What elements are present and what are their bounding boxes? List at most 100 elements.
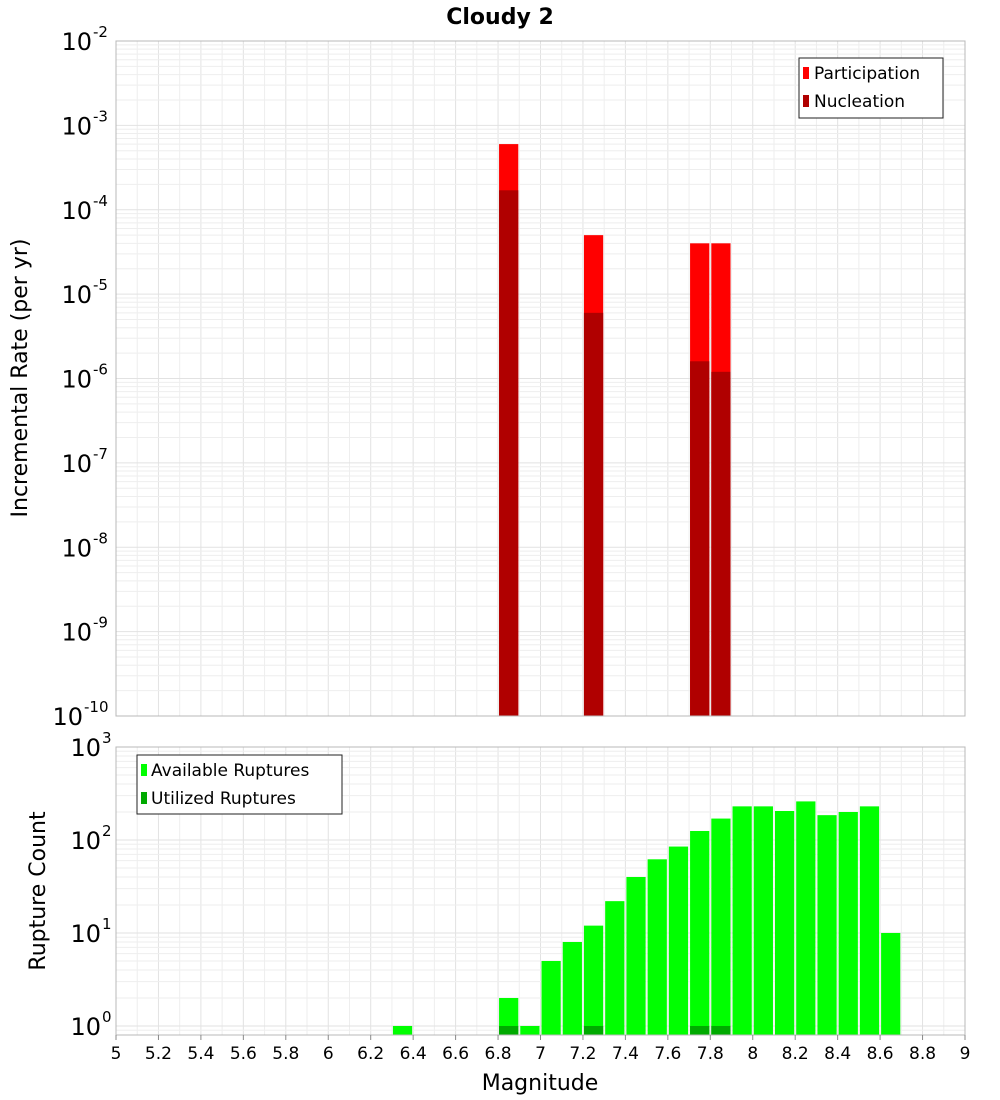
available-ruptures-bar bbox=[859, 806, 880, 1035]
utilized-ruptures-bar bbox=[499, 1025, 519, 1035]
available-ruptures-bar bbox=[626, 877, 646, 1035]
count-y-tick-exponent: 1 bbox=[102, 915, 112, 933]
x-tick-label: 9 bbox=[960, 1044, 971, 1064]
legend-swatch-participation bbox=[803, 67, 809, 79]
count-y-tick: 10 2 bbox=[70, 822, 111, 855]
x-tick-label: 5.4 bbox=[187, 1044, 214, 1064]
rate-y-tick-base: 10 bbox=[61, 619, 92, 647]
rate-y-tick-base: 10 bbox=[61, 28, 92, 56]
count-legend-box bbox=[136, 754, 343, 815]
rate-legend-box bbox=[798, 57, 944, 119]
rate-y-tick: 10 -2 bbox=[61, 23, 108, 56]
count-y-tick-exponent: 3 bbox=[102, 729, 112, 747]
rate-panel-bars bbox=[499, 144, 731, 717]
available-ruptures-bar bbox=[838, 812, 858, 1035]
rate-y-tick-base: 10 bbox=[61, 534, 92, 562]
x-tick-label: 6.2 bbox=[357, 1044, 384, 1064]
x-tick-label: 7.8 bbox=[697, 1044, 724, 1064]
x-tick-label: 7.4 bbox=[612, 1044, 639, 1064]
x-tick-label: 6.8 bbox=[485, 1044, 512, 1064]
rate-y-tick: 10 -6 bbox=[61, 361, 108, 394]
count-panel-bars bbox=[392, 801, 901, 1035]
available-ruptures-bar bbox=[881, 932, 901, 1035]
x-tick-label: 7.6 bbox=[654, 1044, 681, 1064]
available-ruptures-bar bbox=[668, 846, 689, 1035]
x-tick-label: 6.4 bbox=[400, 1044, 427, 1064]
x-tick-label: 7.2 bbox=[569, 1044, 596, 1064]
count-y-tick: 10 1 bbox=[70, 915, 111, 948]
legend-swatch-nucleation bbox=[803, 95, 809, 107]
rate-y-tick: 10 -10 bbox=[52, 698, 108, 731]
available-ruptures-bar bbox=[541, 960, 561, 1035]
nucleation-bar bbox=[690, 361, 710, 716]
x-tick-label: 8.6 bbox=[867, 1044, 894, 1064]
legend-label-participation: Participation bbox=[814, 64, 920, 84]
x-tick-label: 6.6 bbox=[442, 1044, 469, 1064]
count-legend: Available Ruptures Utilized Ruptures bbox=[136, 754, 343, 815]
count-y-tick-base: 10 bbox=[70, 920, 101, 948]
rate-y-tick-base: 10 bbox=[61, 197, 92, 225]
rate-y-tick-exponent: -6 bbox=[93, 361, 108, 379]
utilized-ruptures-bar bbox=[711, 1025, 731, 1035]
x-tick-label: 5.6 bbox=[230, 1044, 257, 1064]
rate-y-tick: 10 -4 bbox=[61, 192, 108, 225]
available-ruptures-bar bbox=[753, 806, 773, 1035]
rate-y-tick-base: 10 bbox=[61, 450, 92, 478]
available-ruptures-bar bbox=[499, 997, 519, 1035]
rate-y-tick-exponent: -8 bbox=[93, 529, 108, 547]
rate-panel-y-axis-title: Incremental Rate (per yr) bbox=[8, 239, 33, 518]
x-tick-label: 8.4 bbox=[824, 1044, 851, 1064]
available-ruptures-bar bbox=[647, 859, 667, 1035]
utilized-ruptures-bar bbox=[690, 1025, 710, 1035]
count-y-tick-base: 10 bbox=[70, 827, 101, 855]
x-axis-title: Magnitude bbox=[482, 1071, 599, 1096]
available-ruptures-bar bbox=[796, 801, 816, 1035]
count-y-tick-base: 10 bbox=[70, 1013, 101, 1041]
nucleation-bar bbox=[711, 371, 731, 716]
legend-swatch-available bbox=[141, 764, 147, 776]
available-ruptures-bar bbox=[520, 1025, 540, 1035]
rate-y-tick-exponent: -3 bbox=[93, 107, 108, 125]
count-y-tick-exponent: 2 bbox=[102, 822, 112, 840]
legend-swatch-utilized bbox=[141, 792, 147, 804]
rate-y-tick-base: 10 bbox=[61, 366, 92, 394]
nucleation-bar bbox=[583, 312, 604, 716]
count-y-tick-exponent: 0 bbox=[102, 1008, 112, 1026]
count-panel-y-axis-title: Rupture Count bbox=[26, 811, 51, 971]
x-tick-label: 8 bbox=[747, 1044, 758, 1064]
rate-legend: Participation Nucleation bbox=[798, 57, 944, 119]
chart-title: Cloudy 2 bbox=[446, 5, 554, 30]
rate-y-tick: 10 -9 bbox=[61, 614, 108, 647]
available-ruptures-bar bbox=[774, 811, 795, 1035]
rate-y-tick-exponent: -9 bbox=[93, 614, 108, 632]
legend-label-utilized: Utilized Ruptures bbox=[151, 789, 296, 809]
available-ruptures-bar bbox=[605, 901, 625, 1035]
utilized-ruptures-bar bbox=[583, 1025, 604, 1035]
nucleation-bar bbox=[499, 190, 519, 716]
rate-panel-grid bbox=[115, 41, 966, 717]
count-y-tick: 10 3 bbox=[70, 729, 111, 762]
rate-y-tick-exponent: -7 bbox=[93, 445, 108, 463]
rate-y-tick: 10 -7 bbox=[61, 445, 108, 478]
available-ruptures-bar bbox=[711, 818, 731, 1035]
rate-y-tick-exponent: -4 bbox=[93, 192, 108, 210]
rate-y-tick-exponent: -10 bbox=[84, 698, 109, 716]
available-ruptures-bar bbox=[562, 942, 582, 1035]
x-tick-label: 5.8 bbox=[272, 1044, 299, 1064]
count-y-tick-base: 10 bbox=[70, 734, 101, 762]
x-tick-label: 6 bbox=[323, 1044, 334, 1064]
available-ruptures-bar bbox=[690, 830, 710, 1035]
rate-y-tick-base: 10 bbox=[61, 112, 92, 140]
available-ruptures-bar bbox=[817, 815, 837, 1035]
rate-panel-frame bbox=[115, 40, 966, 717]
rate-y-tick: 10 -5 bbox=[61, 276, 108, 309]
x-tick-label: 5 bbox=[111, 1044, 122, 1064]
count-y-tick: 10 0 bbox=[70, 1008, 111, 1041]
available-ruptures-bar bbox=[732, 806, 752, 1035]
available-ruptures-bar bbox=[583, 925, 604, 1035]
